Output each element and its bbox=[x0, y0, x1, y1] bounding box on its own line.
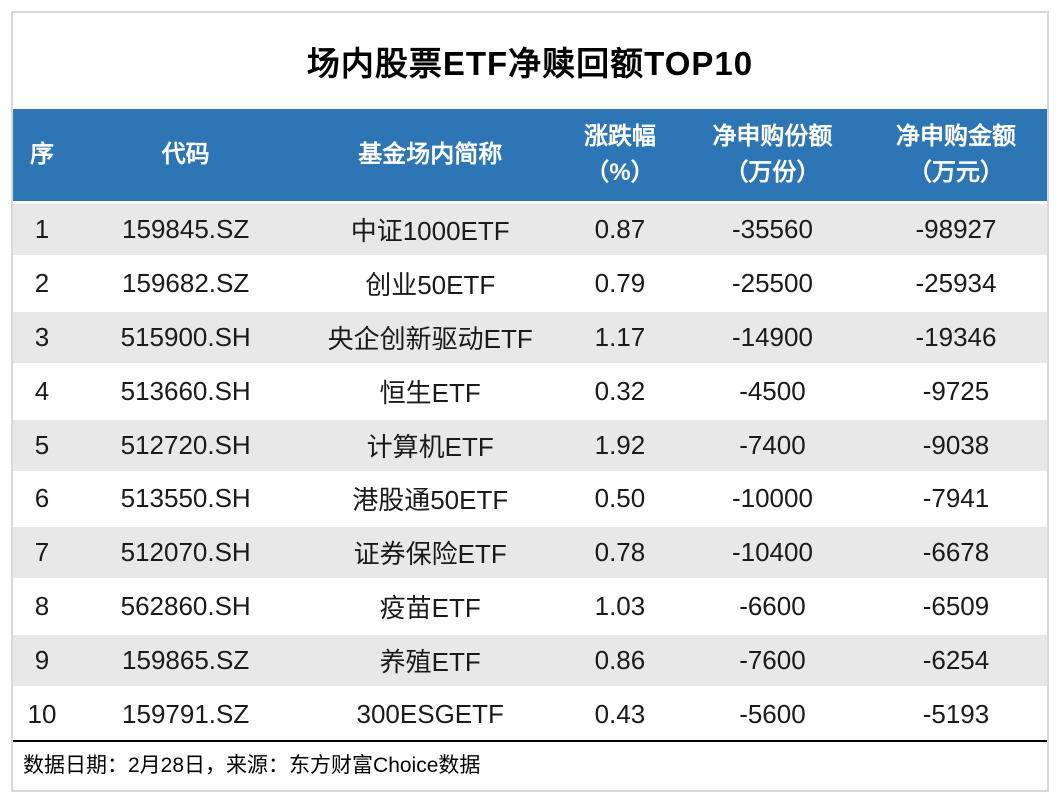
table-row: 5 512720.SH 计算机ETF 1.92 -7400 -9038 bbox=[13, 416, 1047, 471]
cell-seq: 10 bbox=[27, 699, 57, 730]
cell-net-shares: -6600 bbox=[739, 591, 806, 622]
cell-seq: 2 bbox=[34, 267, 50, 298]
header-sublabel: （万元） bbox=[907, 159, 1004, 186]
cell-change-pct: 0.78 bbox=[594, 537, 646, 568]
header-label: 净申购份额 bbox=[712, 123, 833, 150]
cell-change-pct: 0.32 bbox=[594, 375, 646, 406]
cell-net-amount: -6254 bbox=[922, 645, 990, 676]
cell-code: 159865.SZ bbox=[122, 645, 250, 676]
cell-fund-name: 央企创新驱动ETF bbox=[327, 323, 533, 354]
cell-fund-name: 300ESGETF bbox=[356, 699, 504, 730]
cell-fund-name: 港股通50ETF bbox=[352, 485, 509, 516]
cell-net-amount: -7941 bbox=[922, 483, 990, 514]
table-row: 3 515900.SH 央企创新驱动ETF 1.17 -14900 -19346 bbox=[13, 308, 1047, 363]
source-note: 数据日期：2月28日，来源：东方财富Choice数据 bbox=[13, 740, 1047, 790]
cell-net-amount: -98927 bbox=[915, 213, 997, 244]
header-cell-change-pct: 涨跌幅 （%） bbox=[560, 109, 680, 201]
cell-seq: 1 bbox=[34, 213, 50, 244]
table-row: 10 159791.SZ 300ESGETF 0.43 -5600 -5193 bbox=[13, 686, 1047, 740]
cell-seq: 7 bbox=[34, 537, 50, 568]
cell-net-amount: -25934 bbox=[915, 267, 997, 298]
cell-fund-name: 证券保险ETF bbox=[353, 539, 507, 570]
cell-change-pct: 1.17 bbox=[594, 321, 646, 352]
header-cell-seq: 序 bbox=[13, 109, 71, 201]
cell-change-pct: 0.86 bbox=[594, 645, 646, 676]
table-row: 7 512070.SH 证券保险ETF 0.78 -10400 -6678 bbox=[13, 524, 1047, 579]
cell-change-pct: 0.87 bbox=[594, 213, 646, 244]
cell-net-shares: -10000 bbox=[731, 483, 813, 514]
cell-net-shares: -7600 bbox=[739, 645, 806, 676]
cell-net-shares: -14900 bbox=[731, 321, 813, 352]
cell-net-amount: -9038 bbox=[922, 429, 990, 460]
table-row: 6 513550.SH 港股通50ETF 0.50 -10000 -7941 bbox=[13, 470, 1047, 525]
cell-code: 513660.SH bbox=[120, 375, 251, 406]
table-title: 场内股票ETF净赎回额TOP10 bbox=[306, 45, 754, 82]
table-body: 1 159845.SZ 中证1000ETF 0.87 -35560 -98927 2 1596… bbox=[13, 201, 1047, 740]
cell-net-shares: -4500 bbox=[739, 375, 806, 406]
table-row: 4 513660.SH 恒生ETF 0.32 -4500 -9725 bbox=[13, 362, 1047, 417]
cell-code: 159845.SZ bbox=[122, 213, 250, 244]
cell-code: 512070.SH bbox=[120, 537, 251, 568]
header-label: 涨跌幅 bbox=[583, 123, 656, 150]
cell-change-pct: 1.03 bbox=[594, 591, 646, 622]
cell-seq: 5 bbox=[34, 429, 50, 460]
cell-change-pct: 0.43 bbox=[594, 699, 646, 730]
cell-fund-name: 疫苗ETF bbox=[379, 593, 481, 624]
table-row: 9 159865.SZ 养殖ETF 0.86 -7600 -6254 bbox=[13, 632, 1047, 687]
cell-code: 562860.SH bbox=[120, 591, 251, 622]
header-sublabel: （%） bbox=[585, 159, 655, 186]
cell-change-pct: 0.79 bbox=[594, 267, 646, 298]
cell-fund-name: 恒生ETF bbox=[379, 377, 481, 408]
cell-fund-name: 养殖ETF bbox=[379, 647, 481, 678]
cell-net-amount: -6678 bbox=[922, 537, 990, 568]
header-cell-fund-name: 基金场内简称 bbox=[300, 109, 560, 201]
header-label: 序 bbox=[29, 141, 54, 168]
table-row: 1 159845.SZ 中证1000ETF 0.87 -35560 -98927 bbox=[13, 201, 1047, 255]
cell-code: 513550.SH bbox=[120, 483, 251, 514]
cell-change-pct: 1.92 bbox=[594, 429, 646, 460]
table-row: 2 159682.SZ 创业50ETF 0.79 -25500 -25934 bbox=[13, 254, 1047, 309]
header-cell-code: 代码 bbox=[71, 109, 301, 201]
cell-net-shares: -25500 bbox=[731, 267, 813, 298]
cell-net-amount: -9725 bbox=[922, 375, 990, 406]
table-header-row: 序 代码 基金场内简称 涨跌幅 （%） 净申购份额 （万份） 净申购金额 （万元） bbox=[13, 109, 1047, 201]
cell-seq: 9 bbox=[34, 645, 50, 676]
etf-net-redemption-table-card: 场内股票ETF净赎回额TOP10 序 代码 基金场内简称 涨跌幅 （%） 净申购份额 （万份… bbox=[11, 11, 1049, 792]
header-sublabel: （万份） bbox=[724, 159, 821, 186]
cell-seq: 6 bbox=[34, 483, 50, 514]
header-label: 净申购金额 bbox=[895, 123, 1016, 150]
cell-code: 515900.SH bbox=[120, 321, 251, 352]
cell-code: 159682.SZ bbox=[122, 267, 250, 298]
header-label: 代码 bbox=[161, 141, 210, 168]
header-cell-net-shares: 净申购份额 （万份） bbox=[680, 109, 865, 201]
cell-code: 159791.SZ bbox=[122, 699, 250, 730]
cell-net-amount: -19346 bbox=[915, 321, 997, 352]
cell-seq: 8 bbox=[34, 591, 50, 622]
table-row: 8 562860.SH 疫苗ETF 1.03 -6600 -6509 bbox=[13, 578, 1047, 632]
cell-seq: 3 bbox=[34, 321, 50, 352]
header-cell-net-amount: 净申购金额 （万元） bbox=[865, 109, 1047, 201]
header-label: 基金场内简称 bbox=[358, 141, 503, 168]
cell-change-pct: 0.50 bbox=[594, 483, 646, 514]
cell-net-amount: -5193 bbox=[922, 699, 990, 730]
cell-fund-name: 计算机ETF bbox=[366, 431, 494, 462]
cell-code: 512720.SH bbox=[120, 429, 251, 460]
cell-net-shares: -10400 bbox=[731, 537, 813, 568]
cell-net-amount: -6509 bbox=[922, 591, 990, 622]
cell-net-shares: -5600 bbox=[739, 699, 806, 730]
cell-fund-name: 创业50ETF bbox=[365, 269, 496, 300]
cell-net-shares: -7400 bbox=[739, 429, 806, 460]
cell-net-shares: -35560 bbox=[731, 213, 813, 244]
cell-fund-name: 中证1000ETF bbox=[350, 215, 510, 246]
cell-seq: 4 bbox=[34, 375, 50, 406]
